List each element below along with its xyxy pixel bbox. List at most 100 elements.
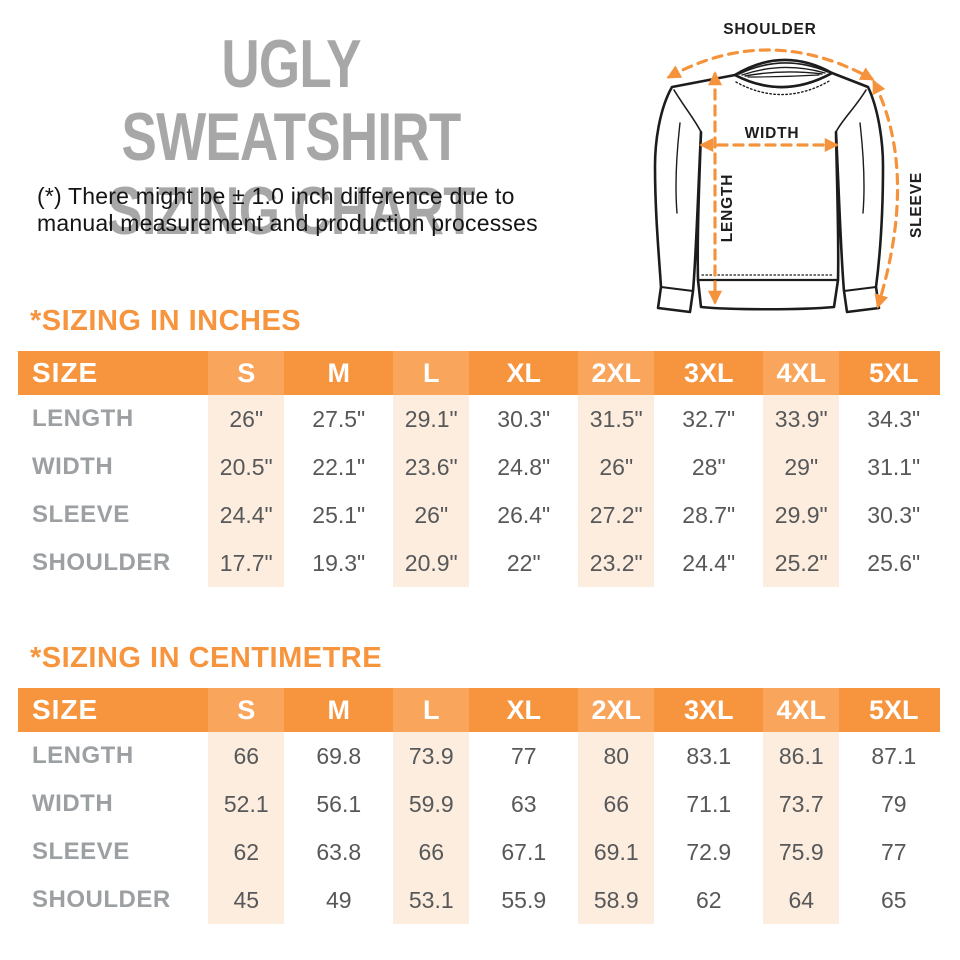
- column-stripe: [763, 351, 839, 587]
- cell-value: 25.1": [312, 501, 366, 528]
- cell-value: 49: [325, 886, 352, 913]
- sizing-table-inches: SIZE S M L XL 2XL 3XL 4XL 5XL LENGTH 26"…: [18, 351, 940, 587]
- cell-value: 23.2": [589, 549, 643, 576]
- row-label: SLEEVE: [32, 501, 130, 528]
- cell-value: 62: [233, 838, 260, 865]
- table-row: SHOULDER 17.7" 19.3" 20.9" 22" 23.2" 24.…: [18, 539, 940, 587]
- cell-value: 34.3": [867, 405, 921, 432]
- sweatshirt-outline-icon: [653, 58, 885, 314]
- col-header-s: S: [237, 357, 256, 388]
- cell-value: 17.7": [219, 549, 273, 576]
- cell-value: 26": [414, 501, 449, 528]
- cell-value: 72.9: [686, 838, 732, 865]
- cell-value: 24.8": [497, 453, 551, 480]
- cell-value: 56.1: [316, 790, 362, 817]
- section-heading-inches: *SIZING IN INCHES: [30, 305, 302, 337]
- cell-value: 71.1: [686, 790, 732, 817]
- table-header-row: SIZE S M L XL 2XL 3XL 4XL 5XL: [18, 351, 940, 395]
- column-stripe: [578, 351, 654, 587]
- size-header: SIZE: [32, 357, 99, 388]
- table-row: WIDTH 52.1 56.1 59.9 63 66 71.1 73.7 79: [18, 780, 940, 828]
- shoulder-arrow-icon: [666, 48, 875, 81]
- cell-value: 62: [695, 886, 722, 913]
- col-header-m: M: [327, 357, 351, 388]
- table-row: LENGTH 66 69.8 73.9 77 80 83.1 86.1 87.1: [18, 732, 940, 780]
- cell-value: 26": [229, 405, 264, 432]
- shoulder-label: SHOULDER: [723, 21, 816, 38]
- length-label: LENGTH: [719, 174, 736, 243]
- page-title: UGLY SWEATSHIRT SIZING CHART: [70, 26, 511, 249]
- disclaimer-line1: (*) There might be ± 1.0 inch difference…: [37, 183, 515, 209]
- cell-value: 87.1: [871, 742, 917, 769]
- col-header-s: S: [237, 694, 256, 725]
- section-heading-centimetre: *SIZING IN CENTIMETRE: [30, 642, 383, 674]
- width-label: WIDTH: [745, 125, 800, 142]
- cell-value: 23.6": [404, 453, 458, 480]
- row-label: WIDTH: [32, 790, 114, 817]
- cell-value: 24.4": [682, 549, 736, 576]
- cell-value: 28": [691, 453, 726, 480]
- row-label: SHOULDER: [32, 886, 171, 913]
- cell-value: 73.7: [778, 790, 824, 817]
- page-title-line2: SIZING CHART: [107, 172, 476, 249]
- cell-value: 22": [506, 549, 541, 576]
- cell-value: 30.3": [497, 405, 551, 432]
- row-label: LENGTH: [32, 742, 134, 769]
- cell-value: 64: [788, 886, 815, 913]
- cell-value: 66: [418, 838, 445, 865]
- cell-value: 22.1": [312, 453, 366, 480]
- column-stripe: [763, 688, 839, 924]
- cell-value: 25.6": [867, 549, 921, 576]
- col-header-4xl: 4XL: [776, 694, 827, 725]
- cell-value: 28.7": [682, 501, 736, 528]
- row-label: LENGTH: [32, 405, 134, 432]
- cell-value: 79: [880, 790, 907, 817]
- disclaimer: (*) There might be ± 1.0 inch difference…: [37, 183, 617, 237]
- cell-value: 63: [510, 790, 537, 817]
- cell-value: 30.3": [867, 501, 921, 528]
- column-stripe: [208, 688, 284, 924]
- cell-value: 29.1": [404, 405, 458, 432]
- cell-value: 58.9: [593, 886, 639, 913]
- row-label: SHOULDER: [32, 549, 171, 576]
- row-label: WIDTH: [32, 453, 114, 480]
- cell-value: 19.3": [312, 549, 366, 576]
- cell-value: 20.9": [404, 549, 458, 576]
- col-header-5xl: 5XL: [868, 694, 919, 725]
- col-header-3xl: 3XL: [683, 694, 734, 725]
- cell-value: 52.1: [223, 790, 269, 817]
- cell-value: 77: [510, 742, 537, 769]
- col-header-3xl: 3XL: [683, 357, 734, 388]
- cell-value: 24.4": [219, 501, 273, 528]
- cell-value: 83.1: [686, 742, 732, 769]
- measure-arrows: [666, 48, 900, 309]
- col-header-l: L: [423, 357, 440, 388]
- col-header-m: M: [327, 694, 351, 725]
- table-row: LENGTH 26" 27.5" 29.1" 30.3" 31.5" 32.7"…: [18, 395, 940, 443]
- cell-value: 31.5": [589, 405, 643, 432]
- cell-value: 75.9: [778, 838, 824, 865]
- sleeve-label: SLEEVE: [908, 172, 925, 238]
- sleeve-arrow-icon: [872, 79, 900, 309]
- cell-value: 66: [233, 742, 260, 769]
- page-title-line1: UGLY SWEATSHIRT: [121, 26, 462, 176]
- cell-value: 67.1: [501, 838, 547, 865]
- cell-value: 20.5": [219, 453, 273, 480]
- cell-value: 55.9: [501, 886, 547, 913]
- col-header-xl: XL: [506, 357, 541, 388]
- col-header-l: L: [423, 694, 440, 725]
- column-stripe: [578, 688, 654, 924]
- cell-value: 69.8: [316, 742, 362, 769]
- cell-value: 69.1: [593, 838, 639, 865]
- cell-value: 31.1": [867, 453, 921, 480]
- cell-value: 32.7": [682, 405, 736, 432]
- cell-value: 53.1: [408, 886, 454, 913]
- table-row: SHOULDER 45 49 53.1 55.9 58.9 62 64 65: [18, 876, 940, 924]
- cell-value: 73.9: [408, 742, 454, 769]
- row-label: SLEEVE: [32, 838, 130, 865]
- cell-value: 29.9": [774, 501, 828, 528]
- cell-value: 80: [603, 742, 630, 769]
- cell-value: 26": [599, 453, 634, 480]
- cell-value: 27.5": [312, 405, 366, 432]
